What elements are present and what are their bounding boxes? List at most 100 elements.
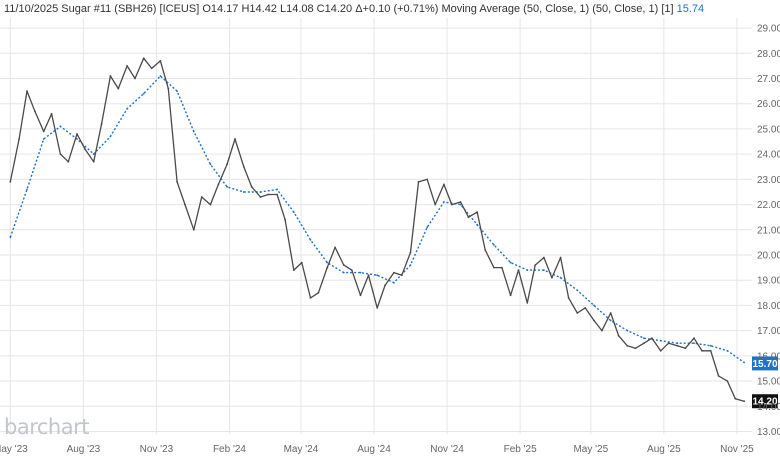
price-point-29: [250, 186, 253, 188]
price-point-35: [300, 261, 303, 264]
y-tick-label-4: 25.00: [757, 124, 780, 135]
price-point-81: [684, 347, 687, 350]
ma-point-19: [326, 261, 329, 264]
ma-point-40: [676, 342, 679, 345]
ma-point-36: [609, 319, 612, 322]
ma-point-5: [92, 153, 95, 156]
ma-point-28: [476, 223, 479, 226]
price-point-74: [626, 344, 629, 347]
y-tick-label-2: 27.00: [757, 74, 780, 85]
price-point-18: [159, 60, 162, 62]
ma-point-26: [443, 201, 445, 203]
price-point-13: [117, 87, 120, 90]
price-point-12: [109, 75, 112, 77]
price-point-83: [701, 349, 703, 352]
price-point-61: [517, 269, 520, 271]
y-tick-label-9: 20.00: [757, 250, 780, 261]
y-tick-label-6: 23.00: [757, 175, 780, 186]
price-point-39: [334, 246, 336, 249]
price-point-17: [150, 67, 153, 70]
price-point-65: [551, 276, 553, 279]
ma-point-11: [192, 130, 195, 133]
price-series-line-points: [9, 57, 745, 403]
price-point-55: [467, 216, 470, 219]
ma-point-16: [276, 188, 278, 191]
price-point-44: [376, 307, 379, 309]
price-point-45: [384, 284, 386, 287]
price-point-78: [659, 349, 662, 352]
price-point-75: [634, 347, 637, 350]
x-tick-label-10: Nov '25: [720, 444, 754, 455]
ma-point-35: [593, 304, 595, 307]
y-tick-label-8: 21.00: [757, 225, 780, 236]
price-point-60: [509, 294, 512, 297]
grid: [0, 18, 752, 434]
price-point-28: [242, 165, 245, 168]
price-point-70: [593, 319, 595, 322]
price-point-14: [126, 65, 128, 67]
x-tick-label-2: Nov '23: [140, 444, 174, 455]
ma-point-25: [426, 226, 429, 229]
price-point-27: [234, 138, 236, 140]
price-point-41: [350, 269, 353, 271]
price-point-46: [393, 271, 395, 274]
price-point-71: [601, 329, 603, 332]
ma-point-10: [176, 90, 179, 92]
y-tick-label-15: 14.00: [757, 402, 780, 413]
x-tick-label-8: May '25: [573, 444, 608, 455]
price-point-42: [359, 294, 362, 297]
y-tick-label-5: 24.00: [757, 150, 780, 161]
price-point-88: [743, 400, 745, 403]
price-point-24: [209, 203, 212, 206]
price-point-49: [417, 181, 420, 183]
price-point-69: [584, 307, 587, 309]
price-point-63: [534, 264, 537, 266]
price-badge-box: [752, 394, 778, 409]
ma-point-44: [743, 361, 745, 364]
ma-point-38: [643, 337, 645, 340]
price-point-62: [526, 302, 529, 304]
moving-average-line: [9, 75, 745, 363]
price-point-57: [484, 249, 487, 251]
price-point-0: [9, 181, 12, 183]
ma-point-0: [9, 236, 12, 239]
ma-point-20: [342, 271, 345, 274]
x-tick-label-5: Aug '24: [357, 444, 391, 455]
y-tick-label-16: 13.00: [757, 427, 780, 438]
x-tick-label-7: Feb '25: [504, 444, 537, 455]
price-point-9: [84, 148, 86, 151]
ma-point-29: [493, 244, 495, 246]
price-point-66: [559, 256, 562, 259]
moving-average-layer: [9, 75, 745, 364]
price-point-58: [493, 266, 495, 269]
ma-point-15: [259, 191, 262, 193]
ma-point-12: [209, 163, 212, 166]
x-tick-label-0: May '23: [0, 444, 28, 455]
ma-point-41: [693, 342, 695, 345]
price-point-8: [76, 133, 78, 135]
y-tick-label-12: 17.00: [757, 326, 780, 337]
ma-point-9: [159, 75, 162, 77]
price-point-22: [192, 228, 195, 231]
price-point-26: [226, 163, 229, 166]
y-tick-label-3: 26.00: [757, 99, 780, 110]
ma-point-3: [59, 125, 62, 128]
ma-point-14: [242, 191, 245, 193]
price-point-37: [317, 291, 320, 294]
price-point-68: [576, 312, 579, 314]
y-tick-label-14: 15.00: [757, 377, 780, 388]
ma-point-34: [576, 289, 579, 292]
price-point-32: [276, 193, 278, 196]
header-info: 11/10/2025 Sugar #11 (SBH26) [ICEUS] O14…: [4, 3, 674, 15]
price-point-6: [59, 153, 62, 156]
price-layer: [9, 57, 745, 403]
ma-point-1: [26, 188, 28, 191]
price-point-1: [18, 138, 20, 140]
price-point-64: [543, 256, 545, 259]
moving-average-value: 15.74: [676, 3, 705, 15]
ma-point-18: [309, 239, 312, 241]
chart-header: 11/10/2025 Sugar #11 (SBH26) [ICEUS] O14…: [4, 3, 704, 15]
x-tick-label-9: Aug '25: [647, 444, 681, 455]
price-point-80: [676, 344, 679, 347]
ma-point-13: [226, 186, 229, 188]
